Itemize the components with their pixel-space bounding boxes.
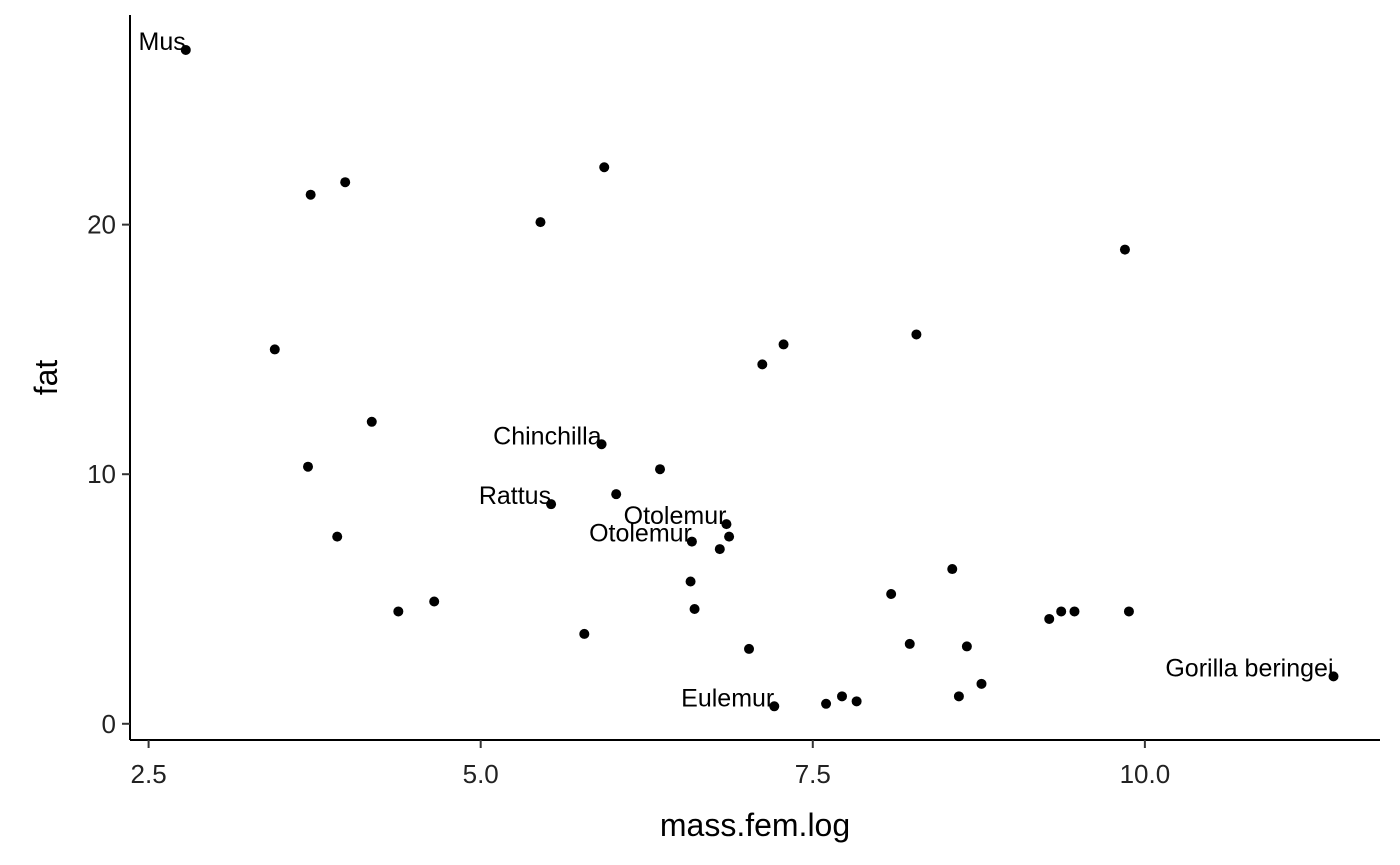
point-label: Gorilla beringei	[1165, 654, 1333, 682]
data-point	[721, 519, 732, 530]
x-tick-label: 5.0	[463, 759, 499, 789]
data-point	[305, 189, 316, 200]
data-point	[821, 698, 832, 709]
data-point	[904, 638, 915, 649]
data-point	[655, 464, 666, 475]
data-point	[947, 564, 958, 575]
x-axis-ticks: 2.5 5.0 7.5 10.0	[131, 740, 1171, 789]
point-label: Otolemur	[589, 520, 692, 548]
point-label: Otolemur	[624, 502, 727, 530]
point-label: Chinchilla	[493, 422, 601, 450]
data-point	[535, 217, 546, 228]
data-point	[769, 701, 780, 712]
point-label: Mus	[139, 28, 186, 56]
x-axis-title: mass.fem.log	[660, 807, 850, 843]
data-point	[1069, 606, 1080, 617]
data-point	[269, 344, 280, 355]
data-points	[180, 44, 1339, 712]
data-point	[757, 359, 768, 370]
data-point	[579, 628, 590, 639]
data-point	[714, 544, 725, 555]
data-point	[778, 339, 789, 350]
data-point	[332, 531, 343, 542]
data-point	[393, 606, 404, 617]
data-point	[180, 44, 191, 55]
data-point	[340, 177, 351, 188]
axes	[129, 15, 1380, 741]
y-axis-title: fat	[28, 360, 64, 396]
data-point	[1044, 613, 1055, 624]
y-tick-label: 0	[102, 709, 116, 739]
data-point	[1119, 244, 1130, 255]
x-tick-label: 2.5	[131, 759, 167, 789]
data-point	[1123, 606, 1134, 617]
y-axis-ticks: 0 10 20	[87, 210, 130, 739]
data-point	[953, 691, 964, 702]
data-point	[599, 162, 610, 173]
data-point	[886, 589, 897, 600]
data-point	[303, 461, 314, 472]
data-point	[837, 691, 848, 702]
data-point	[851, 696, 862, 707]
x-tick-label: 7.5	[795, 759, 831, 789]
data-point	[685, 576, 696, 587]
data-point	[911, 329, 922, 340]
data-point	[689, 603, 700, 614]
point-label: Eulemur	[681, 684, 774, 712]
data-point	[1328, 671, 1339, 682]
data-point	[546, 499, 557, 510]
data-point	[724, 531, 735, 542]
y-tick-label: 10	[87, 459, 116, 489]
data-point	[366, 416, 377, 427]
data-point	[686, 536, 697, 547]
data-point	[596, 439, 607, 450]
y-tick-label: 20	[87, 210, 116, 240]
data-point	[429, 596, 440, 607]
data-point	[1056, 606, 1067, 617]
x-tick-label: 10.0	[1120, 759, 1171, 789]
point-label: Rattus	[479, 482, 551, 510]
data-point	[611, 489, 622, 500]
data-point	[961, 641, 972, 652]
data-point	[744, 643, 755, 654]
data-point	[976, 678, 987, 689]
